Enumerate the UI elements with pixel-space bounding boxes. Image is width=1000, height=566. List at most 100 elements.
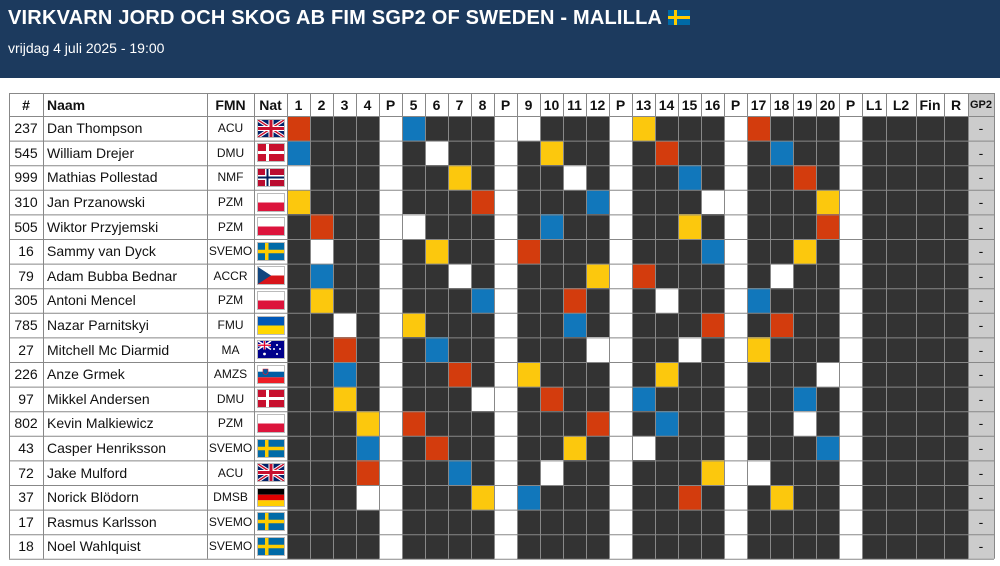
final-cell	[862, 411, 886, 436]
rider-name[interactable]: Casper Henriksson	[47, 440, 167, 457]
final-cell	[862, 534, 886, 559]
event-title: VIRKVARN JORD OCH SKOG AB FIM SGP2 OF SW…	[8, 7, 663, 29]
gp2-points: -	[968, 140, 994, 166]
heat-cell	[678, 288, 701, 313]
heat-cell	[287, 312, 310, 338]
pause-cell	[494, 214, 517, 239]
rider-name[interactable]: Adam Bubba Bednar	[47, 267, 177, 284]
rider-name[interactable]: Norick Blödorn	[47, 489, 139, 506]
rider-name[interactable]: Nazar Parnitskyi	[47, 317, 149, 334]
pause-cell	[379, 263, 402, 289]
column-header-l1: L1	[865, 96, 883, 113]
heat-cell	[517, 534, 540, 559]
heat-cell	[540, 165, 563, 190]
heat-cell	[770, 288, 793, 313]
rider-name[interactable]: Anze Grmek	[47, 366, 125, 383]
heat-cell	[287, 288, 310, 313]
heat-cell	[287, 485, 310, 510]
rider-name[interactable]: Antoni Mencel	[47, 292, 136, 309]
gp2-points: -	[968, 239, 994, 264]
heat-cell	[517, 485, 540, 510]
pause-cell	[839, 165, 862, 190]
rider-federation: DMSB	[213, 490, 248, 505]
pause-cell	[494, 485, 517, 510]
pause-cell	[724, 362, 747, 387]
heat-cell	[425, 485, 448, 510]
heat-cell	[563, 337, 586, 362]
rider-name[interactable]: Sammy van Dyck	[47, 243, 156, 260]
heat-cell	[816, 362, 839, 387]
gp2-points: -	[968, 460, 994, 485]
column-header-heat: 1	[294, 96, 303, 113]
pause-cell	[724, 312, 747, 338]
rider-name[interactable]: Noel Wahlquist	[47, 538, 141, 555]
heat-cell	[333, 140, 356, 166]
heat-cell	[333, 189, 356, 215]
final-cell	[862, 116, 886, 141]
rider-name[interactable]: William Drejer	[47, 144, 135, 161]
rider-name[interactable]: Mikkel Andersen	[47, 390, 150, 407]
pause-cell	[379, 460, 402, 485]
final-cell	[916, 534, 944, 559]
rider-name[interactable]: Jan Przanowski	[47, 194, 146, 211]
final-cell	[944, 485, 968, 510]
pause-cell	[724, 435, 747, 461]
flag-se-icon	[254, 534, 287, 559]
pause-cell	[839, 485, 862, 510]
heat-cell	[678, 189, 701, 215]
rider-name[interactable]: Wiktor Przyjemski	[47, 218, 159, 235]
heat-cell	[747, 337, 770, 362]
rider-name[interactable]: Mitchell Mc Diarmid	[47, 341, 170, 358]
rider-number: 505	[14, 218, 38, 235]
heat-cell	[448, 411, 471, 436]
heat-cell	[816, 165, 839, 190]
heat-cell	[448, 140, 471, 166]
heat-cell	[586, 140, 609, 166]
heat-cell	[471, 509, 494, 535]
heat-cell	[448, 534, 471, 559]
flag-pl-icon	[254, 288, 287, 313]
rider-number: 72	[18, 464, 34, 481]
rider-name[interactable]: Rasmus Karlsson	[47, 513, 157, 530]
heat-cell	[632, 263, 655, 289]
column-header-pause: P	[500, 96, 511, 113]
heat-cell	[632, 460, 655, 485]
heat-cell	[540, 386, 563, 412]
heat-cell	[517, 263, 540, 289]
rider-name[interactable]: Jake Mulford	[47, 464, 128, 481]
heat-cell	[586, 116, 609, 141]
heat-cell	[793, 165, 816, 190]
pause-cell	[724, 509, 747, 535]
final-cell	[944, 362, 968, 387]
pause-cell	[494, 460, 517, 485]
heat-cell	[816, 460, 839, 485]
rider-name[interactable]: Mathias Pollestad	[47, 169, 158, 186]
heat-cell	[701, 312, 724, 338]
column-header-heat: 10	[543, 96, 560, 113]
pause-cell	[839, 288, 862, 313]
heat-cell	[701, 362, 724, 387]
heat-cell	[448, 362, 471, 387]
final-cell	[862, 485, 886, 510]
heat-cell	[747, 239, 770, 264]
heat-cell	[448, 214, 471, 239]
pause-cell	[494, 263, 517, 289]
rider-federation: ACCR	[213, 268, 248, 283]
heat-cell	[747, 435, 770, 461]
final-cell	[886, 460, 916, 485]
heat-cell	[471, 214, 494, 239]
pause-cell	[379, 485, 402, 510]
column-header-heat: 15	[681, 96, 698, 113]
heat-cell	[402, 435, 425, 461]
column-header-heat: 18	[773, 96, 790, 113]
column-header-heat: 8	[478, 96, 487, 113]
pause-cell	[609, 116, 632, 141]
final-cell	[886, 435, 916, 461]
rider-name[interactable]: Dan Thompson	[47, 120, 143, 137]
pause-cell	[724, 239, 747, 264]
heat-cell	[793, 337, 816, 362]
rider-federation: AMZS	[213, 367, 248, 382]
rider-name[interactable]: Kevin Malkiewicz	[47, 415, 154, 432]
final-cell	[886, 312, 916, 338]
heat-cell	[563, 435, 586, 461]
